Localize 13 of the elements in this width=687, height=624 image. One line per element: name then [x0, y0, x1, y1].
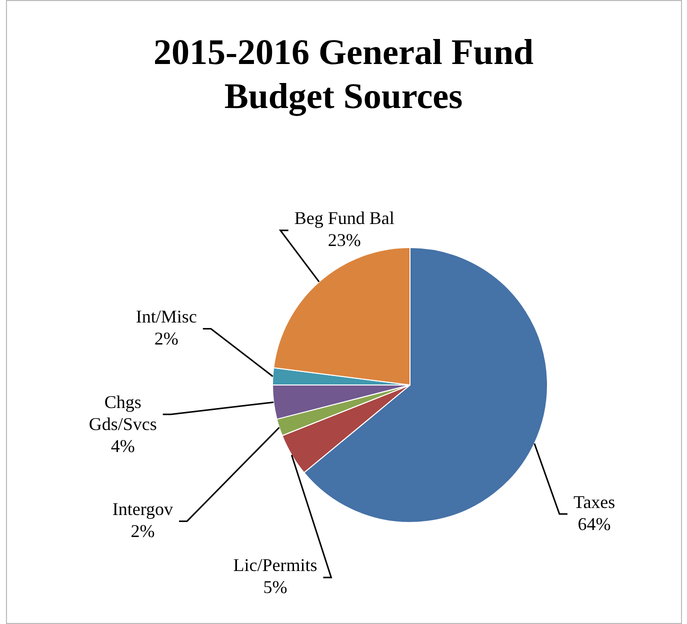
- data-label: 2%: [154, 328, 178, 348]
- data-label: 23%: [328, 230, 361, 250]
- data-label: 64%: [578, 514, 611, 534]
- slice-label: Int/Misc: [136, 306, 197, 326]
- data-label: 4%: [110, 436, 135, 456]
- slice-label: Beg Fund Bal: [294, 208, 394, 228]
- data-label: 5%: [263, 577, 288, 598]
- data-label: 2%: [130, 520, 155, 541]
- slice-label: Lic/Permits: [233, 555, 318, 576]
- slice-label: Chgs Gds/Svcs: [88, 392, 157, 434]
- chart-title: 2015-2016 General Fund Budget Sources: [152, 31, 534, 118]
- slice-label: Intergov: [112, 498, 174, 519]
- slice-label: Taxes: [573, 492, 616, 512]
